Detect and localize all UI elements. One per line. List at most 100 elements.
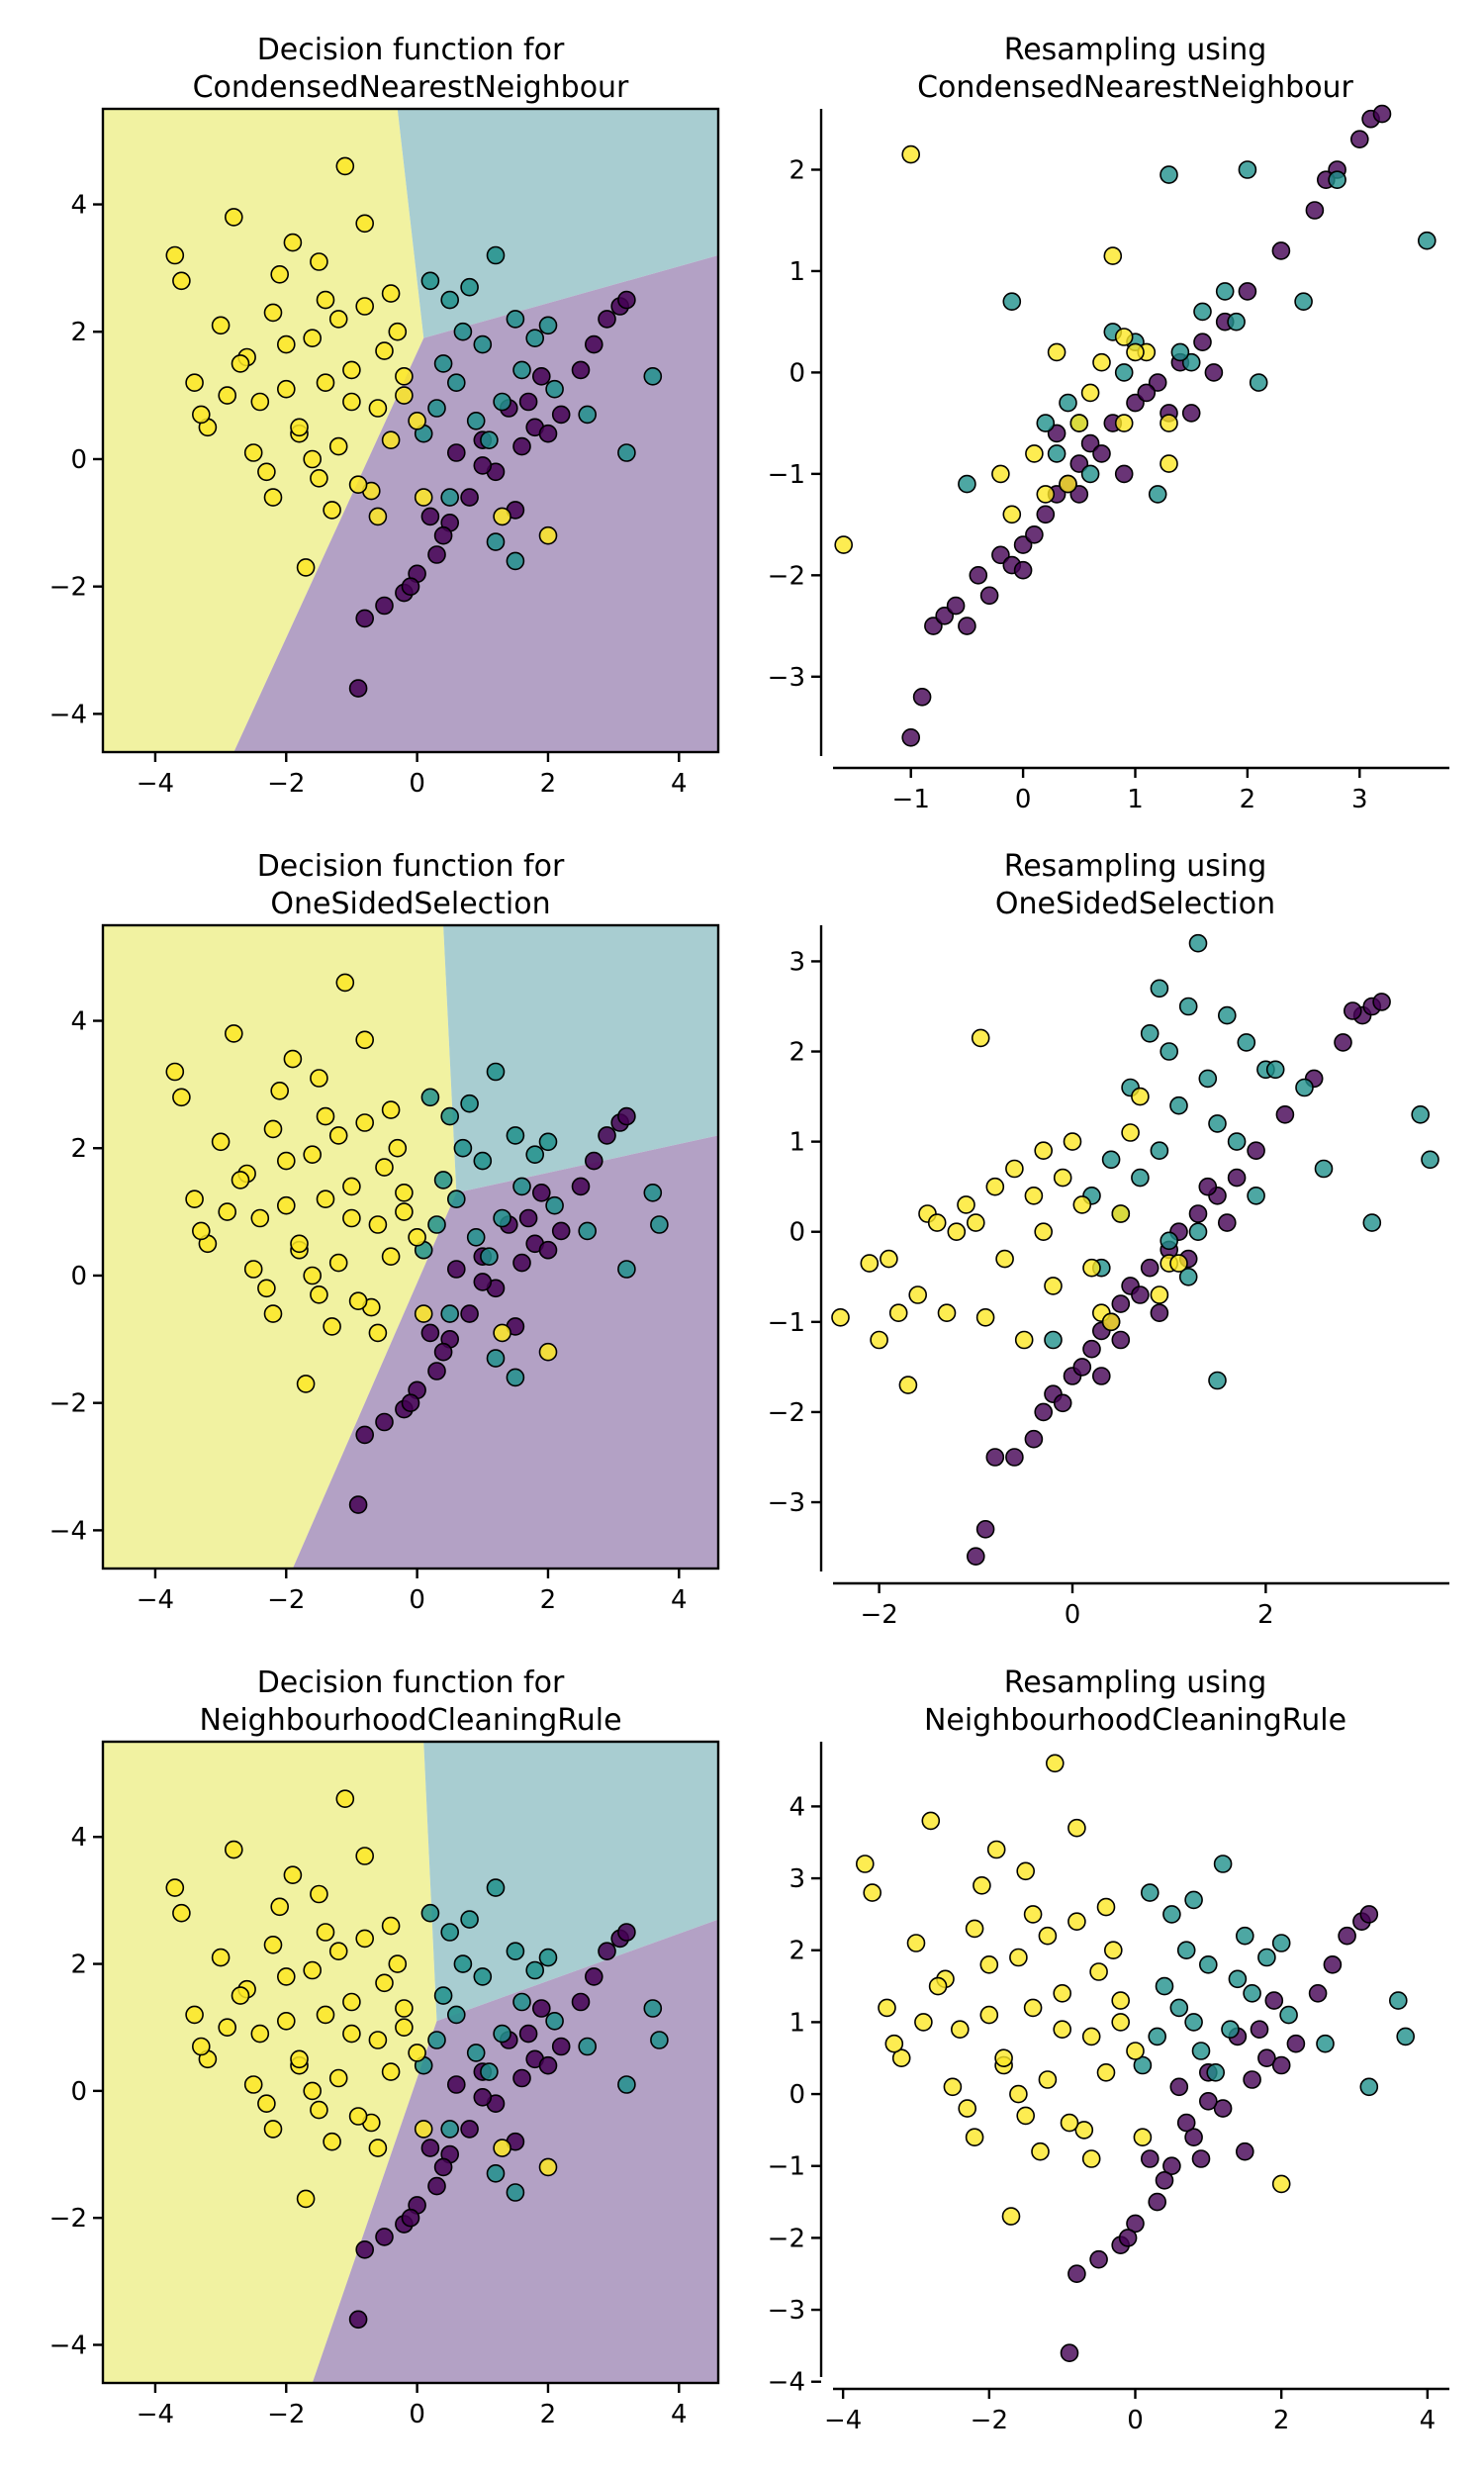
scatter-point-yellow: [493, 507, 511, 526]
scatter-point-yellow: [263, 2120, 283, 2139]
scatter-point-teal: [545, 1195, 564, 1215]
scatter-point-purple: [551, 2037, 571, 2056]
scatter-point-yellow: [1044, 1277, 1063, 1295]
scatter-point-teal: [1178, 1268, 1198, 1286]
scatter-point-yellow: [218, 386, 236, 405]
scatter-point-yellow: [395, 386, 414, 405]
scatter-point-purple: [531, 1999, 551, 2018]
scatter-point-yellow: [328, 310, 348, 329]
scatter-point-teal: [650, 1215, 669, 1234]
scatter-point-yellow: [303, 449, 323, 469]
subplot-2: Resampling usingCondensedNearestNeighbou…: [768, 33, 1449, 814]
scatter-point-teal: [1218, 1005, 1237, 1025]
scatter-point-yellow: [395, 2018, 414, 2037]
scatter-point-yellow: [303, 329, 323, 348]
scatter-point-purple: [617, 290, 636, 310]
scatter-point-teal: [1159, 165, 1178, 184]
scatter-point-teal: [1359, 2077, 1379, 2097]
scatter-point-yellow: [381, 2062, 401, 2081]
scatter-point-purple: [1067, 2264, 1086, 2283]
scatter-point-purple: [401, 1393, 420, 1412]
scatter-point-purple: [375, 596, 394, 616]
scatter-point-teal: [460, 1094, 479, 1113]
scatter-point-yellow: [276, 1195, 296, 1215]
scatter-point-yellow: [172, 271, 191, 291]
scatter-point-yellow: [1169, 1254, 1188, 1273]
scatter-point-yellow: [218, 1202, 236, 1221]
scatter-point-yellow: [408, 411, 426, 430]
scatter-point-purple: [1140, 1258, 1159, 1278]
scatter-point-yellow: [1133, 2128, 1153, 2146]
scatter-point-teal: [1271, 1934, 1291, 1952]
y-tick-label: 4: [70, 191, 87, 221]
scatter-point-teal: [1170, 342, 1190, 362]
scatter-point-teal: [617, 2075, 636, 2094]
scatter-point-yellow: [335, 156, 355, 176]
scatter-point-teal: [512, 360, 531, 380]
scatter-point-teal: [1188, 933, 1208, 953]
scatter-point-yellow: [1067, 1912, 1086, 1931]
scatter-point-yellow: [243, 1260, 263, 1279]
x-tick-label: 0: [409, 2400, 425, 2429]
scatter-point-teal: [512, 1177, 531, 1196]
scatter-point-teal: [545, 379, 564, 399]
scatter-point-purple: [1034, 1402, 1053, 1422]
scatter-point-yellow: [1009, 1948, 1028, 1967]
scatter-point-yellow: [1159, 454, 1178, 473]
plot-frame: [101, 107, 720, 754]
scatter-point-yellow: [1031, 2141, 1050, 2161]
scatter-point-yellow: [231, 1986, 250, 2005]
scatter-point-yellow: [1089, 1962, 1108, 1981]
scatter-point-yellow: [316, 1923, 335, 1942]
scatter-point-purple: [551, 1221, 571, 1241]
scatter-point-teal: [1114, 363, 1134, 382]
scatter-point-yellow: [1023, 1998, 1043, 2018]
scatter-point-yellow: [192, 405, 211, 425]
scatter-point-yellow: [348, 475, 368, 495]
scatter-point-yellow: [355, 297, 375, 316]
scatter-point-teal: [578, 2037, 598, 2056]
scatter-point-purple: [1162, 2156, 1181, 2175]
scatter-point-yellow: [225, 1024, 243, 1043]
scatter-point-yellow: [316, 2005, 335, 2025]
scatter-point-yellow: [1082, 1258, 1101, 1278]
scatter-point-yellow: [1063, 1132, 1082, 1151]
scatter-point-teal: [643, 366, 663, 386]
scatter-point-yellow: [342, 360, 361, 380]
scatter-point-yellow: [1103, 246, 1123, 265]
scatter-point-teal: [1249, 373, 1268, 392]
scatter-point-purple: [1150, 1303, 1169, 1322]
scatter-point-teal: [506, 1368, 525, 1387]
scatter-point-yellow: [538, 2157, 558, 2177]
scatter-point-purple: [969, 565, 988, 585]
scatter-point-yellow: [975, 1308, 995, 1327]
scatter-point-yellow: [263, 1304, 283, 1323]
scatter-point-purple: [1141, 2149, 1159, 2168]
scatter-point-yellow: [414, 488, 433, 507]
scatter-point-yellow: [257, 2094, 276, 2113]
scatter-point-purple: [1308, 1984, 1328, 2003]
scatter-point-teal: [650, 2031, 669, 2049]
x-tick-label: −2: [860, 1600, 897, 1630]
scatter-point-purple: [1372, 104, 1392, 124]
subplot-1: Decision function forCondensedNearestNei…: [49, 33, 720, 799]
scatter-point-yellow: [368, 1323, 388, 1343]
subplot-title-line: Decision function for: [257, 849, 565, 884]
scatter-point-yellow: [1159, 414, 1178, 432]
decision-region-teal: [443, 925, 718, 1193]
scatter-point-yellow: [493, 1323, 511, 1343]
scatter-point-yellow: [355, 214, 375, 234]
scatter-point-yellow: [283, 1865, 303, 1884]
scatter-point-teal: [1159, 1042, 1178, 1061]
scatter-point-yellow: [328, 1942, 348, 1960]
scatter-point-purple: [1082, 1339, 1101, 1359]
scatter-point-yellow: [257, 1279, 276, 1298]
scatter-point-yellow: [994, 2048, 1013, 2067]
scatter-point-yellow: [1096, 2063, 1116, 2082]
scatter-point-yellow: [323, 501, 341, 520]
x-tick-label: −4: [137, 769, 174, 799]
subplot-title-line: NeighbourhoodCleaningRule: [924, 1703, 1346, 1738]
subplot-title-line: CondensedNearestNeighbour: [193, 70, 629, 105]
scatter-point-yellow: [1092, 352, 1111, 372]
